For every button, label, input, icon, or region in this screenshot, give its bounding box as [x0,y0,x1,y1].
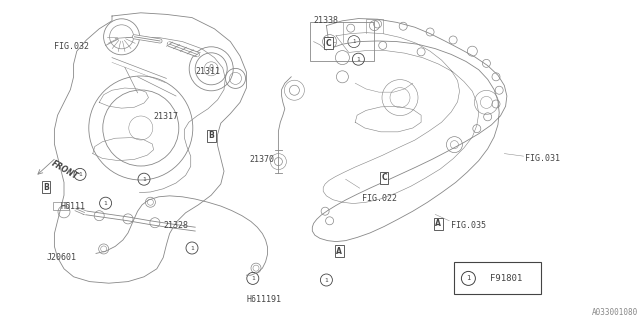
Text: 21370: 21370 [250,156,275,164]
Text: 1: 1 [104,201,108,206]
Text: 1: 1 [142,177,146,182]
Text: 1: 1 [251,276,255,281]
Text: F91801: F91801 [490,274,523,283]
Text: 21328: 21328 [163,221,188,230]
Text: H611191: H611191 [246,295,282,304]
Bar [310,22,374,61]
Text: C: C [326,39,331,48]
Text: Q: Q [209,64,214,73]
Text: 1: 1 [78,172,82,177]
Bar [454,262,541,294]
Text: A033001080: A033001080 [592,308,638,317]
Text: FIG.031: FIG.031 [525,154,560,163]
Text: FRONT: FRONT [50,159,80,181]
Text: FIG.022: FIG.022 [362,194,397,203]
Text: J20601: J20601 [46,253,76,262]
Text: 1: 1 [190,245,194,251]
Text: FIG.032: FIG.032 [54,42,90,51]
Text: 21338: 21338 [314,16,339,25]
Text: A: A [435,220,442,228]
Text: B: B [209,132,214,140]
Text: FIG.035: FIG.035 [451,221,486,230]
Text: 1: 1 [324,277,328,283]
Text: A: A [336,247,342,256]
Text: C: C [381,173,387,182]
Text: 21311: 21311 [195,68,220,76]
Text: B: B [44,183,49,192]
Text: 21317: 21317 [154,112,179,121]
Text: 1: 1 [352,39,356,44]
Bar [52,203,69,211]
Text: H6111: H6111 [61,202,86,211]
Text: 1: 1 [356,57,360,62]
Text: 1: 1 [467,276,470,281]
